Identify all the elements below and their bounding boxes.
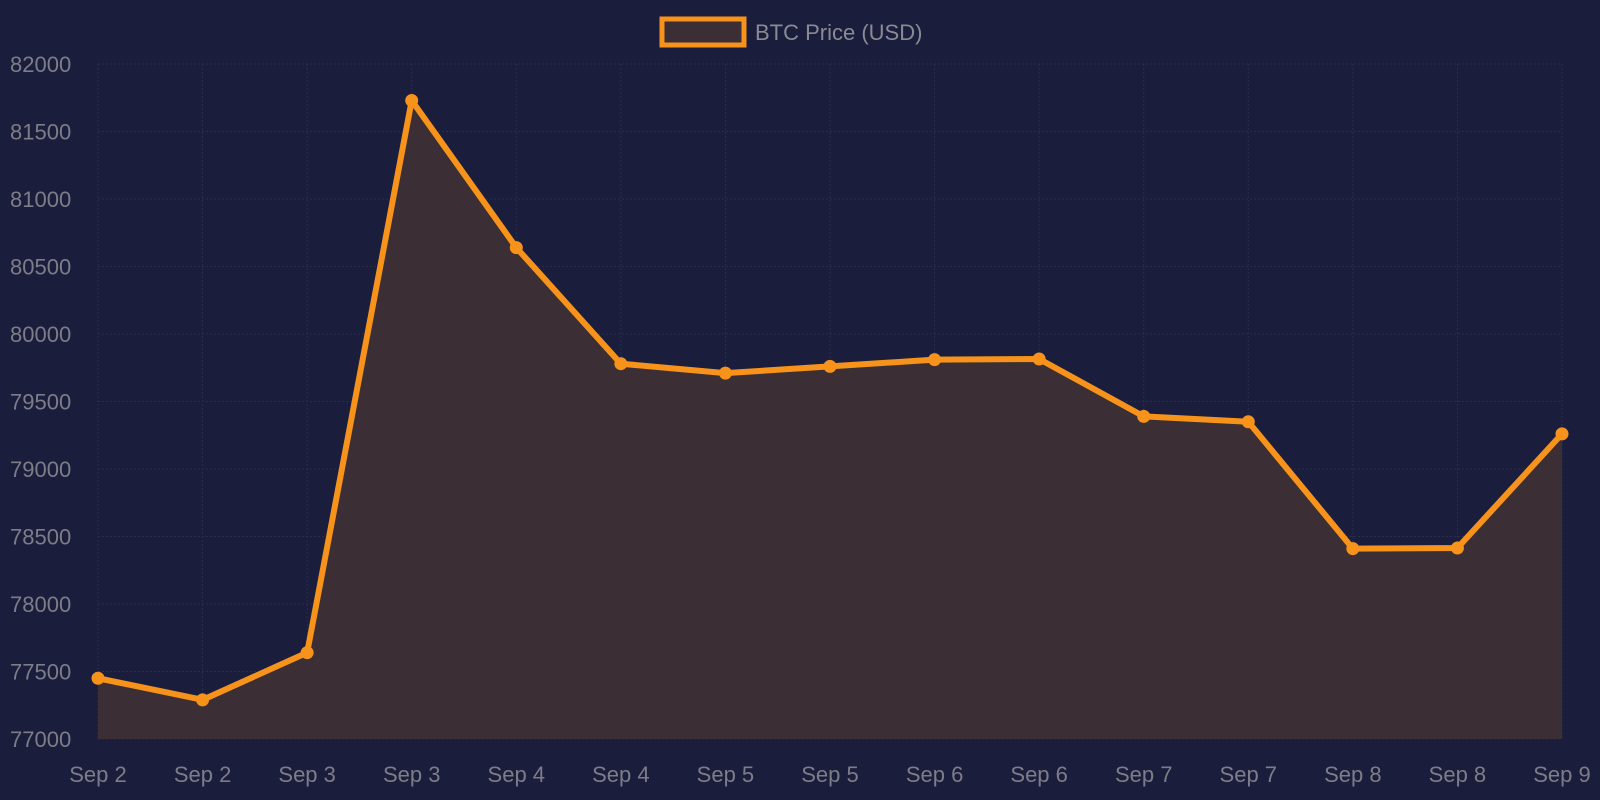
x-tick-label: Sep 7 <box>1115 762 1173 787</box>
data-point[interactable] <box>196 693 210 707</box>
x-tick-label: Sep 4 <box>488 762 546 787</box>
x-tick-label: Sep 6 <box>906 762 964 787</box>
data-point[interactable] <box>1137 409 1151 423</box>
series-area-fill <box>98 100 1562 739</box>
x-tick-label: Sep 3 <box>278 762 336 787</box>
x-tick-label: Sep 4 <box>592 762 650 787</box>
y-tick-label: 81000 <box>10 187 71 212</box>
y-tick-label: 78000 <box>10 592 71 617</box>
x-tick-label: Sep 3 <box>383 762 441 787</box>
x-tick-label: Sep 6 <box>1010 762 1068 787</box>
data-point[interactable] <box>718 366 732 380</box>
y-tick-label: 80500 <box>10 255 71 280</box>
y-tick-label: 82000 <box>10 52 71 77</box>
y-tick-label: 81500 <box>10 120 71 145</box>
data-point[interactable] <box>509 241 523 255</box>
data-point[interactable] <box>928 353 942 367</box>
data-point[interactable] <box>1241 415 1255 429</box>
points-layer <box>91 93 1569 707</box>
data-point[interactable] <box>300 646 314 660</box>
area-layer <box>98 100 1562 739</box>
x-tick-label: Sep 9 <box>1533 762 1591 787</box>
x-tick-label: Sep 5 <box>801 762 859 787</box>
y-axis: 77000 77500 78000 78500 79000 79500 80000 80500… <box>10 52 71 752</box>
y-tick-label: 79000 <box>10 457 71 482</box>
x-tick-label: Sep 2 <box>174 762 232 787</box>
data-point[interactable] <box>1032 352 1046 366</box>
legend[interactable]: BTC Price (USD) <box>659 16 922 48</box>
y-tick-label: 78500 <box>10 525 71 550</box>
y-tick-label: 77500 <box>10 660 71 685</box>
y-tick-label: 77000 <box>10 727 71 752</box>
x-tick-label: Sep 5 <box>697 762 755 787</box>
data-point[interactable] <box>823 359 837 373</box>
x-tick-label: Sep 7 <box>1220 762 1278 787</box>
legend-swatch[interactable] <box>659 16 747 48</box>
data-point[interactable] <box>1450 541 1464 555</box>
x-tick-label: Sep 2 <box>69 762 127 787</box>
legend-label[interactable]: BTC Price (USD) <box>755 20 922 45</box>
x-tick-label: Sep 8 <box>1429 762 1487 787</box>
x-tick-label: Sep 8 <box>1324 762 1382 787</box>
data-point[interactable] <box>91 671 105 685</box>
data-point[interactable] <box>1346 542 1360 556</box>
y-tick-label: 80000 <box>10 322 71 347</box>
y-tick-label: 79500 <box>10 390 71 415</box>
x-axis: Sep 2 Sep 2 Sep 3 Sep 3 Sep 4 Sep 4 Sep 5 Sep 5… <box>69 762 1591 787</box>
data-point[interactable] <box>405 93 419 107</box>
data-point[interactable] <box>1555 427 1569 441</box>
data-point[interactable] <box>614 357 628 371</box>
